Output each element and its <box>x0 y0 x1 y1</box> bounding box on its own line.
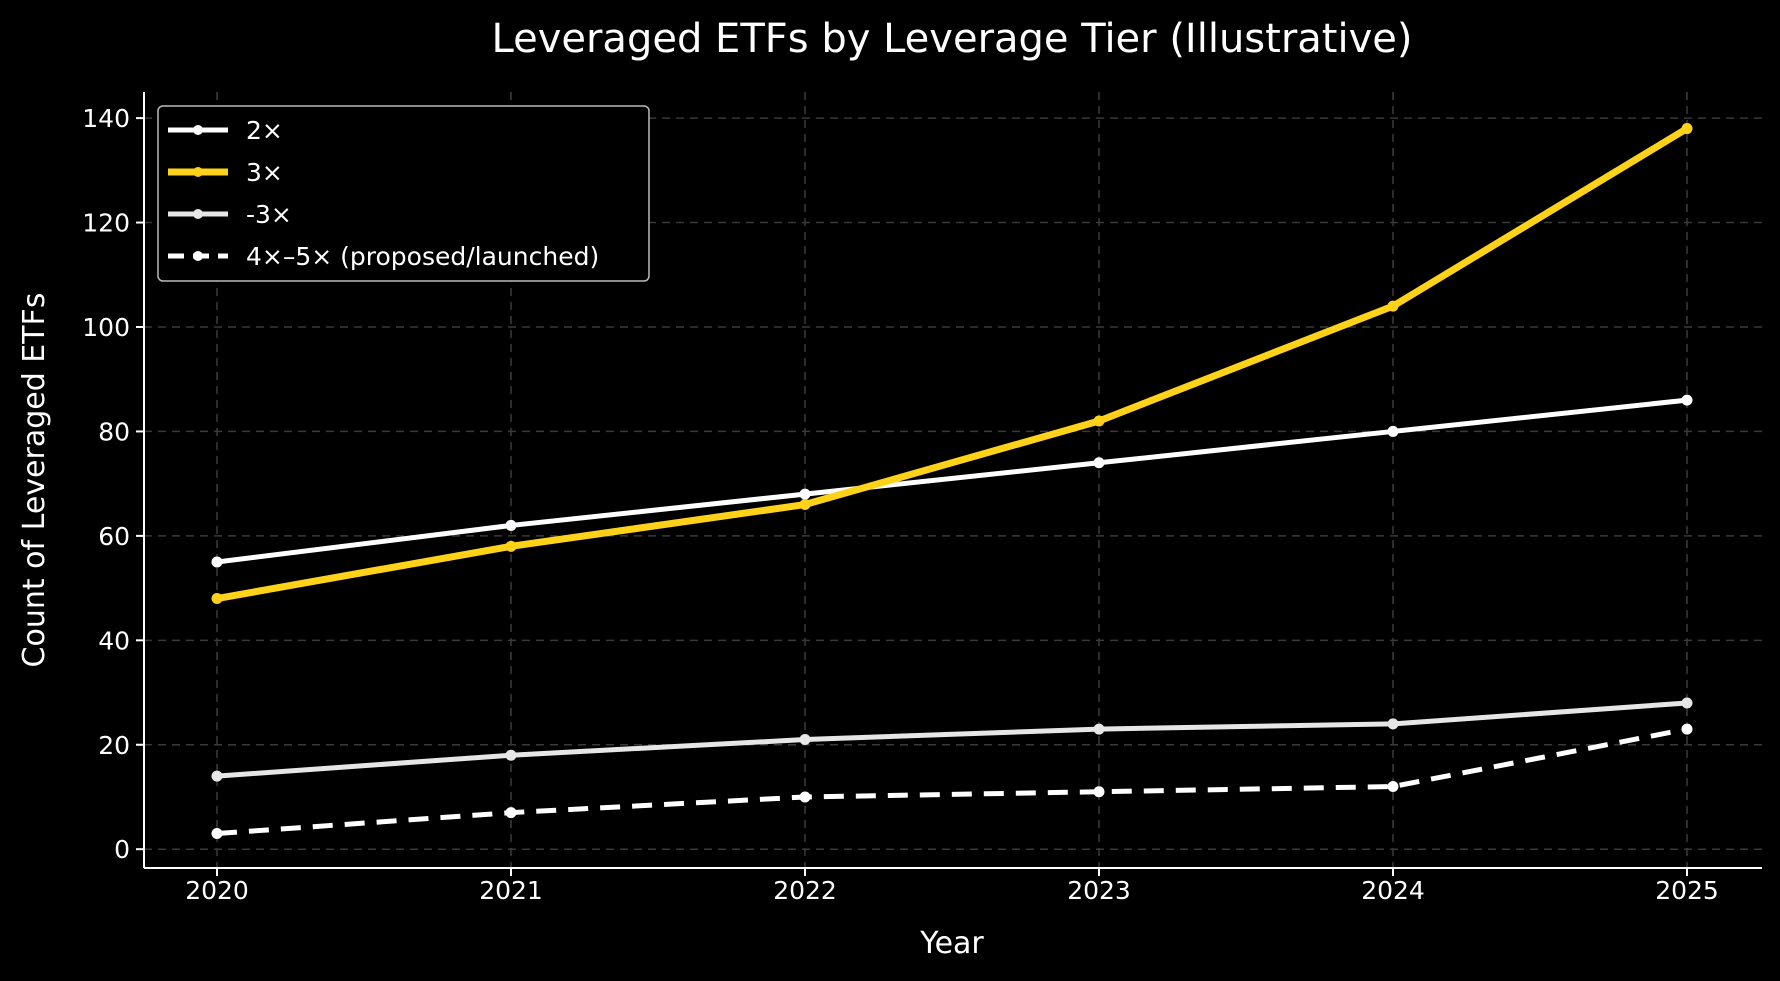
y-tick-label-0: 0 <box>114 835 130 864</box>
legend-marker-3 <box>193 251 203 261</box>
y-axis-label: Count of Leveraged ETFs <box>17 293 52 668</box>
y-tick-label-2: 40 <box>98 626 130 655</box>
data-point-1-0 <box>211 593 223 605</box>
series-1 <box>211 123 1693 605</box>
legend-marker-0 <box>193 125 203 135</box>
data-point-0-3 <box>1093 457 1105 469</box>
legend-label-0: 2× <box>246 116 283 145</box>
legend-marker-2 <box>193 209 203 219</box>
legend-box <box>157 105 650 282</box>
data-point-3-0 <box>211 828 223 840</box>
data-point-1-2 <box>799 499 811 511</box>
series-2 <box>211 697 1693 782</box>
legend: 2× 3× -3× 4×–5× (proposed/launched) <box>157 105 650 282</box>
data-point-0-5 <box>1681 394 1693 406</box>
legend-label-1: 3× <box>246 158 283 187</box>
data-point-3-4 <box>1387 781 1399 793</box>
data-point-0-4 <box>1387 425 1399 437</box>
x-tick-label-3: 2023 <box>1067 876 1131 905</box>
series-group <box>211 123 1693 840</box>
data-point-1-1 <box>505 540 517 552</box>
chart-title: Leveraged ETFs by Leverage Tier (Illustr… <box>492 16 1413 62</box>
data-point-2-0 <box>211 770 223 782</box>
x-axis-label: Year <box>919 926 984 961</box>
data-point-3-1 <box>505 807 517 819</box>
data-point-1-4 <box>1387 300 1399 312</box>
data-point-2-1 <box>505 749 517 761</box>
data-point-1-5 <box>1681 123 1693 135</box>
data-point-2-3 <box>1093 723 1105 735</box>
series-line-0 <box>214 397 1690 565</box>
legend-label-2: -3× <box>246 200 292 229</box>
data-point-2-4 <box>1387 718 1399 730</box>
x-tick-label-0: 2020 <box>185 876 249 905</box>
data-point-0-2 <box>799 488 811 500</box>
data-point-2-5 <box>1681 697 1693 709</box>
x-tick-label-5: 2025 <box>1655 876 1719 905</box>
y-tick-label-7: 140 <box>82 104 130 133</box>
series-0 <box>211 394 1693 568</box>
data-point-3-3 <box>1093 786 1105 798</box>
y-tick-label-4: 80 <box>98 417 130 446</box>
legend-label-3: 4×–5× (proposed/launched) <box>246 242 599 271</box>
legend-marker-1 <box>193 167 203 177</box>
y-tick-label-3: 60 <box>98 522 130 551</box>
series-line-3 <box>216 726 1688 837</box>
y-tick-label-1: 20 <box>98 731 130 760</box>
data-point-0-0 <box>211 556 223 568</box>
y-tick-label-6: 120 <box>82 209 130 238</box>
data-point-1-3 <box>1093 415 1105 427</box>
x-tick-label-2: 2022 <box>773 876 837 905</box>
tick-labels: 0 20 40 60 80 100 120 140 2020 2021 2022 2023 2024 20… <box>82 104 1719 905</box>
data-point-3-5 <box>1681 723 1693 735</box>
data-point-2-2 <box>799 734 811 746</box>
series-line-2 <box>214 700 1690 779</box>
y-tick-label-5: 100 <box>82 313 130 342</box>
data-point-3-2 <box>799 791 811 803</box>
data-point-0-1 <box>505 519 517 531</box>
axes <box>136 92 1762 876</box>
x-tick-label-4: 2024 <box>1361 876 1425 905</box>
series-3 <box>211 723 1693 840</box>
series-line-1 <box>213 125 1691 603</box>
x-tick-label-1: 2021 <box>479 876 543 905</box>
